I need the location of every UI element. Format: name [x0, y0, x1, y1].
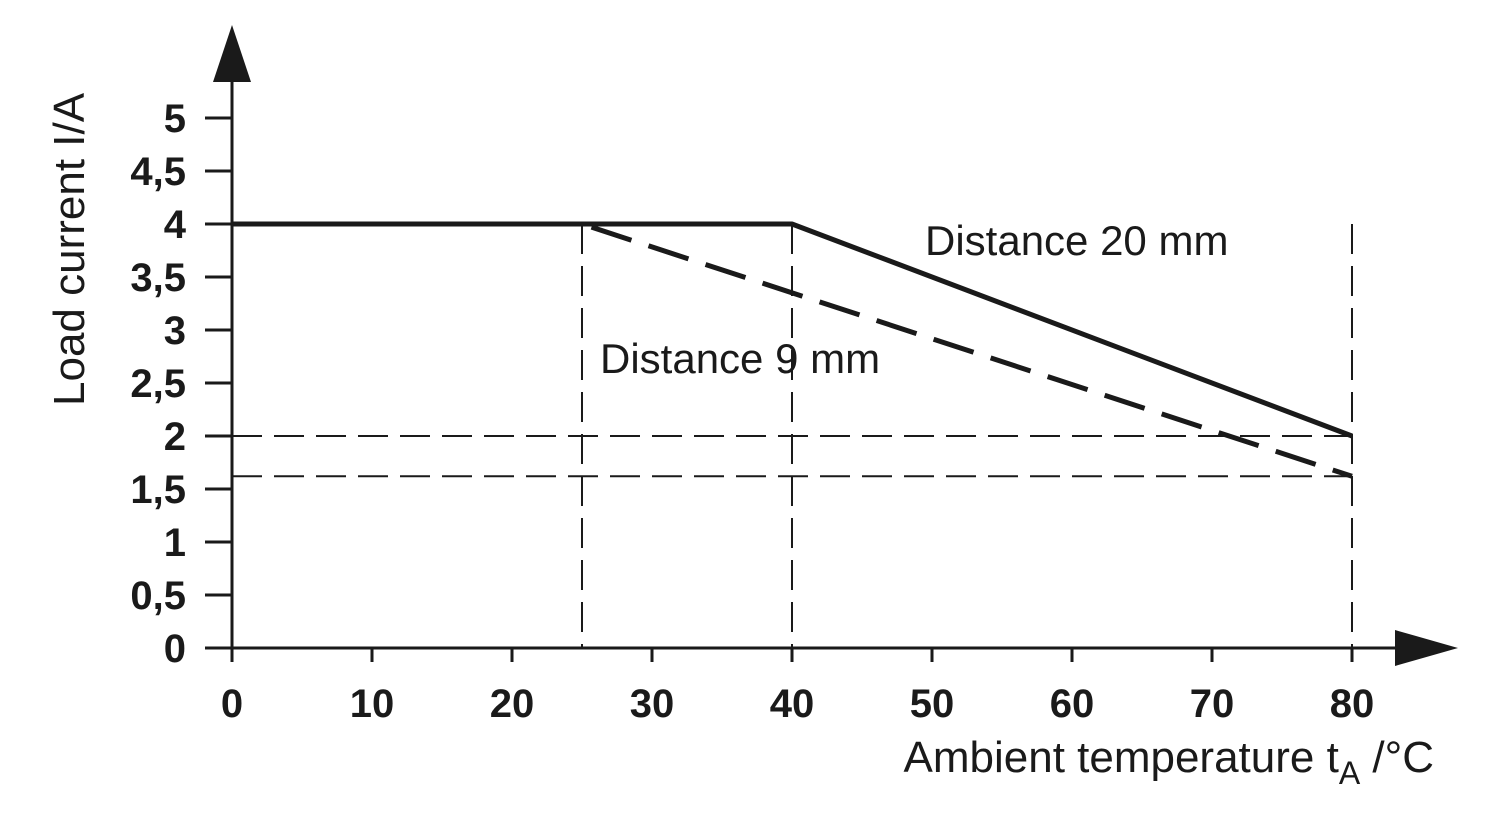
y-tick-label: 2,5: [130, 362, 186, 406]
y-tick-label: 4,5: [130, 150, 186, 194]
x-tick-label: 70: [1190, 682, 1235, 726]
y-axis-title: Load current I/A: [45, 92, 94, 406]
x-tick-label: 10: [350, 682, 395, 726]
x-axis-arrow-icon: [1395, 630, 1458, 666]
y-axis-arrow-icon: [213, 25, 251, 82]
x-axis-title-main: Ambient temperature t: [904, 733, 1339, 782]
x-tick-label: 30: [630, 682, 675, 726]
y-tick-label: 1,5: [130, 468, 186, 512]
y-tick-label: 0: [164, 627, 186, 671]
y-ticks: 0 0,5 1 1,5 2 2,5 3 3,5 4 4,5 5: [130, 97, 232, 671]
axes: [213, 25, 1458, 666]
y-tick-label: 0,5: [130, 574, 186, 618]
x-axis-title-subscript: A: [1339, 755, 1361, 791]
x-tick-label: 40: [770, 682, 815, 726]
x-tick-label: 0: [221, 682, 243, 726]
reference-lines: [232, 224, 1353, 648]
y-tick-label: 4: [164, 203, 187, 247]
x-axis-title-unit: /°C: [1360, 733, 1434, 782]
x-axis-title: Ambient temperature tA /°C: [904, 733, 1435, 791]
x-ticks: 0 10 20 30 40 50 60 70 80: [221, 648, 1374, 726]
y-tick-label: 2: [164, 415, 186, 459]
series-group: [232, 221, 1353, 479]
y-tick-label: 1: [164, 521, 186, 565]
x-tick-label: 60: [1050, 682, 1095, 726]
y-tick-label: 3: [164, 309, 186, 353]
series-label-distance-9mm: Distance 9 mm: [600, 335, 880, 382]
x-tick-label: 50: [910, 682, 955, 726]
y-tick-label: 5: [164, 97, 186, 141]
series-label-distance-20mm: Distance 20 mm: [925, 217, 1228, 264]
y-tick-label: 3,5: [130, 256, 186, 300]
x-tick-label: 20: [490, 682, 535, 726]
x-tick-label: 80: [1330, 682, 1375, 726]
